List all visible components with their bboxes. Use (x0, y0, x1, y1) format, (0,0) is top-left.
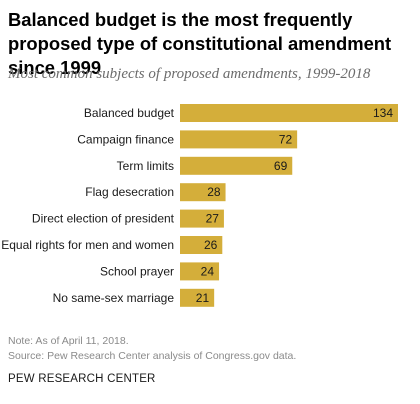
bar-chart: Balanced budget 134 Campaign finance 72 Term… (1, 104, 398, 307)
chart-note: Note: As of April 11, 2018. (8, 335, 129, 347)
bar (180, 130, 298, 149)
category-label: Balanced budget (84, 106, 175, 120)
category-label: Term limits (117, 159, 174, 173)
value-label: 28 (207, 185, 221, 199)
category-label: Flag desecration (85, 185, 174, 199)
bar (180, 288, 215, 307)
bar (180, 262, 220, 281)
bar (180, 183, 226, 202)
chart-subtitle: Most common subjects of proposed amendme… (8, 66, 371, 82)
value-label: 72 (279, 132, 293, 146)
bar (180, 156, 293, 175)
bar (180, 104, 398, 122)
category-label: Direct election of president (32, 212, 175, 226)
value-label: 69 (274, 159, 288, 173)
value-label: 24 (201, 264, 215, 278)
bar (180, 236, 223, 254)
value-label: 26 (204, 238, 218, 252)
category-label: No same-sex marriage (53, 291, 175, 305)
bar (180, 209, 224, 228)
brand-logo-text: PEW RESEARCH CENTER (8, 373, 156, 385)
chart-source: Source: Pew Research Center analysis of … (8, 350, 297, 362)
value-label: 27 (206, 212, 220, 226)
category-label: School prayer (100, 264, 174, 278)
chart-title: Balanced budget is the most frequently p… (8, 9, 392, 78)
value-label: 21 (196, 291, 210, 305)
category-label: Campaign finance (77, 132, 174, 146)
category-label: Equal rights for men and women (1, 238, 174, 252)
value-label: 134 (373, 106, 393, 120)
